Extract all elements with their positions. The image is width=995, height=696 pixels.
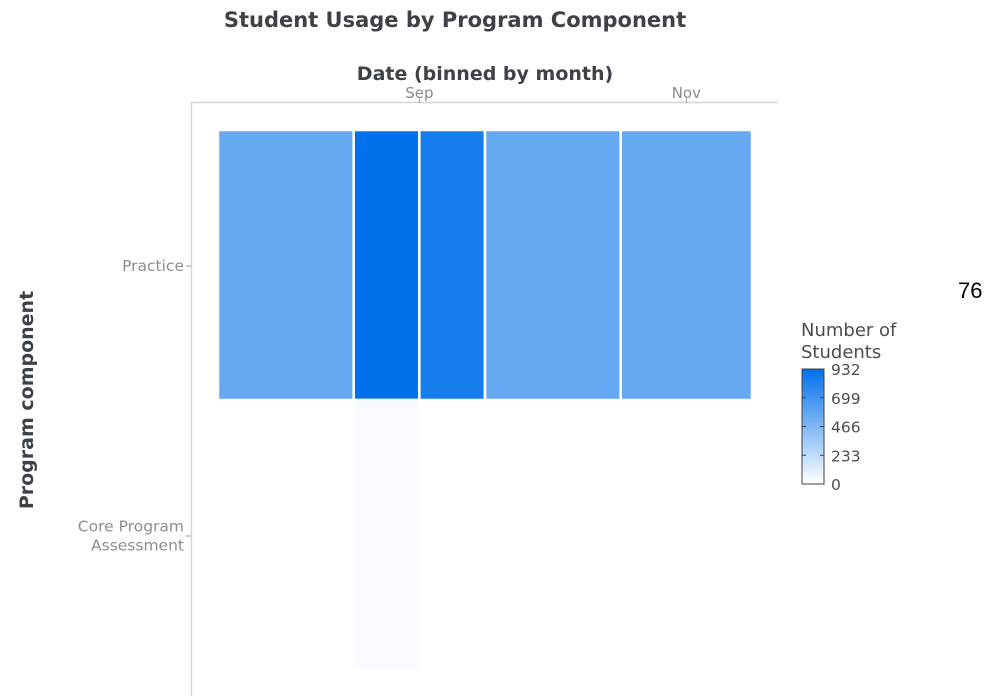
legend-tick-label: 932 <box>831 361 861 379</box>
legend-tick-label: 466 <box>831 419 861 437</box>
x-ticks: Sep Nov <box>405 84 701 103</box>
legend-tick-label: 233 <box>831 447 861 465</box>
heatmap-cell-2 <box>352 128 421 402</box>
y-ticks: Practice Core Program Assessment <box>78 257 191 555</box>
y-axis-title: Program component <box>16 291 38 509</box>
heatmap-cell-1 <box>216 128 355 402</box>
heatmap-cell-4 <box>483 128 622 402</box>
x-axis-title: Date (binned by month) <box>357 63 613 85</box>
y-tick-label: Practice <box>122 257 184 275</box>
legend-title: Number of Students <box>801 320 897 363</box>
legend-tick-label: 699 <box>831 390 861 408</box>
heatmap-cell-6 <box>352 398 421 672</box>
heatmap-cell-3 <box>418 128 487 402</box>
legend-tick-label: 0 <box>831 476 841 494</box>
heatmap-cells <box>216 128 754 672</box>
legend-ticks: 932 699 466 233 0 <box>802 361 861 494</box>
color-legend: Number of Students 932 699 466 233 0 <box>801 320 897 494</box>
annotation-number: 76 <box>958 278 983 303</box>
heatmap-cell-5 <box>619 128 754 402</box>
x-tick-label: Nov <box>672 84 701 102</box>
y-tick-label: Core Program Assessment <box>78 518 184 555</box>
chart-title: Student Usage by Program Component <box>224 8 686 32</box>
x-tick-label: Sep <box>405 84 433 102</box>
